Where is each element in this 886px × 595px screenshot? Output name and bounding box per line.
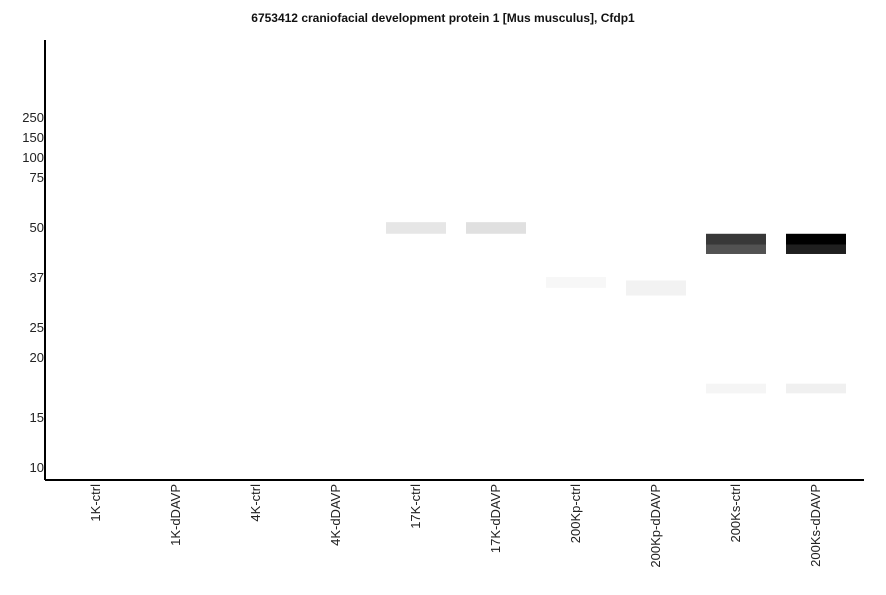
y-tick-label: 25 [30, 320, 44, 335]
y-tick-label: 50 [30, 220, 44, 235]
lane-label: 17K-ctrl [408, 484, 423, 529]
band [626, 280, 686, 296]
lane-label: 1K-dDAVP [168, 484, 183, 546]
band [386, 222, 446, 234]
y-tick-label: 20 [30, 350, 44, 365]
bands-group [386, 222, 846, 394]
y-tick-label: 37 [30, 270, 44, 285]
lane-label: 17K-dDAVP [488, 484, 503, 553]
y-tick-label: 250 [22, 110, 44, 125]
lane-label: 4K-ctrl [248, 484, 263, 522]
band [786, 244, 846, 254]
band [706, 233, 766, 245]
lane-label: 4K-dDAVP [328, 484, 343, 546]
lane-label: 200Ks-dDAVP [808, 484, 823, 567]
y-tick-label: 10 [30, 460, 44, 475]
lane-label: 1K-ctrl [88, 484, 103, 522]
lane-labels: 1K-ctrl 1K-dDAVP 4K-ctrl 4K-dDAVP 17K-ctrl 17… [88, 484, 823, 568]
y-tick-label: 15 [30, 410, 44, 425]
band [706, 244, 766, 254]
y-tick-label: 150 [22, 130, 44, 145]
y-tick-label: 75 [30, 170, 44, 185]
band [786, 383, 846, 394]
lane-label: 200Kp-dDAVP [648, 484, 663, 568]
y-tick-labels: 250 150 100 75 50 37 25 20 15 10 [22, 110, 44, 475]
band [786, 233, 846, 245]
band [706, 383, 766, 394]
band [466, 222, 526, 234]
lane-label: 200Kp-ctrl [568, 484, 583, 543]
axes [44, 40, 864, 481]
band [546, 277, 606, 288]
lane-label: 200Ks-ctrl [728, 484, 743, 543]
chart-title: 6753412 craniofacial development protein… [251, 11, 635, 25]
y-tick-label: 100 [22, 150, 44, 165]
